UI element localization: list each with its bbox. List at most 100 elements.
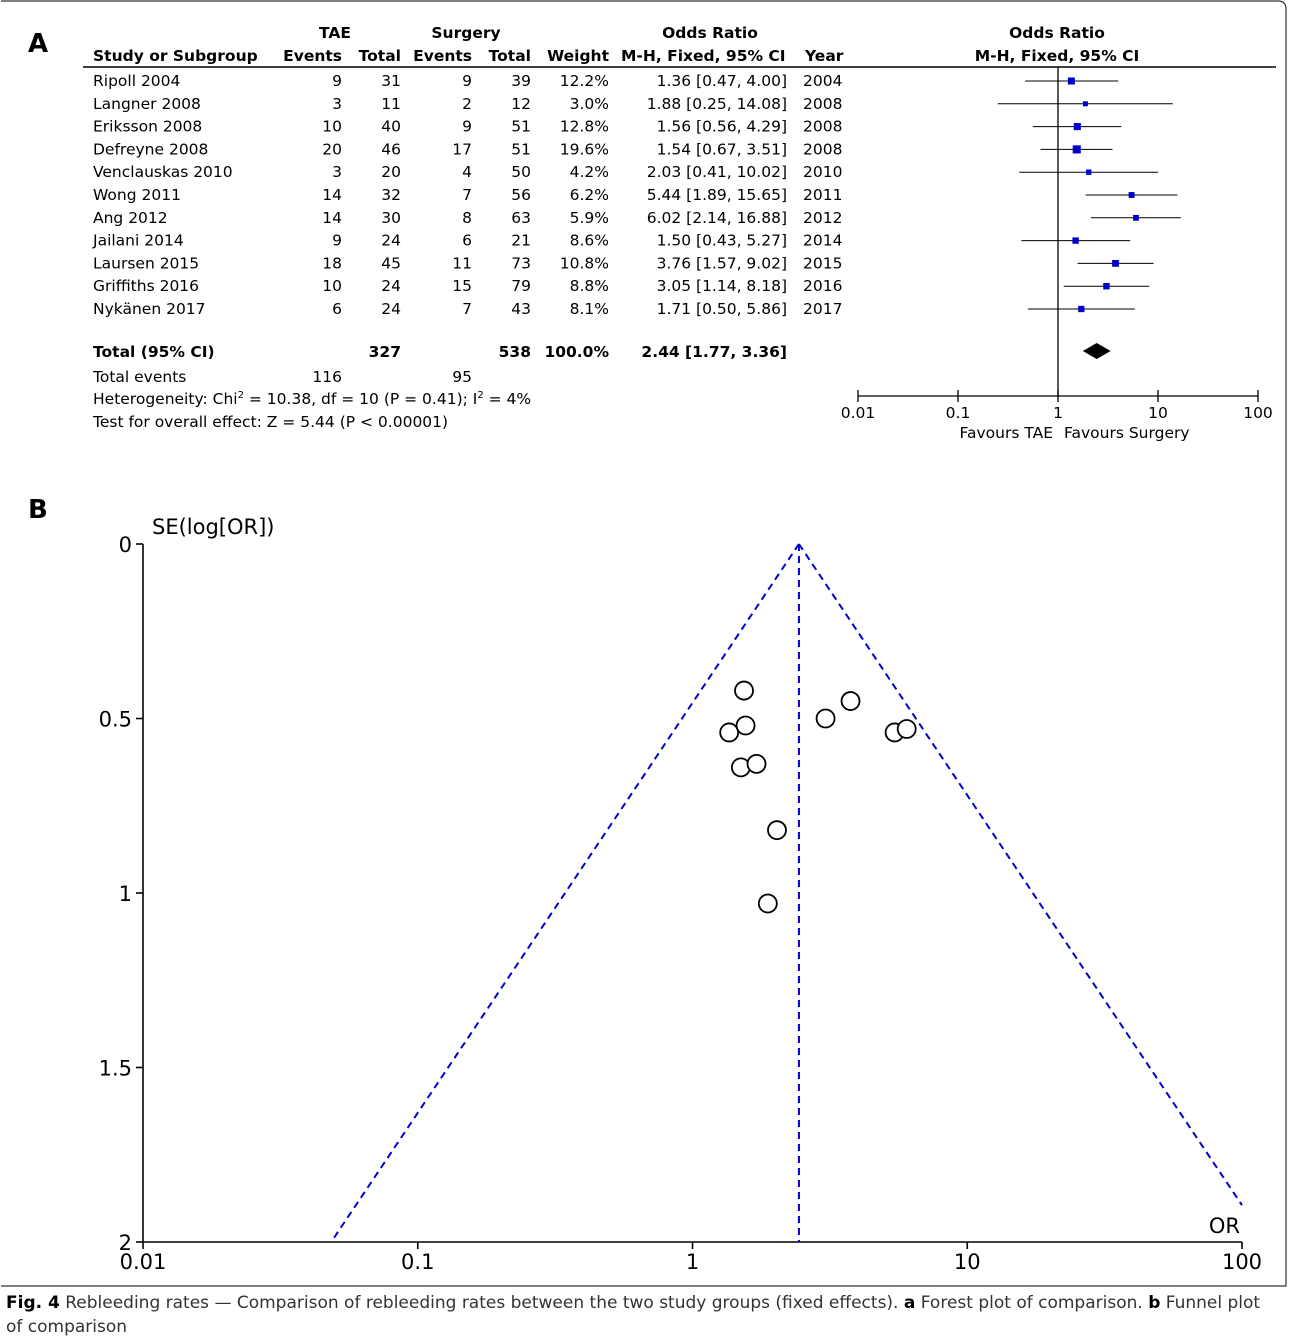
total-sur-total: 538 xyxy=(499,343,531,361)
funnel-point xyxy=(767,820,787,841)
funnel-point xyxy=(735,715,756,736)
sur-total: 43 xyxy=(511,300,531,318)
sur-events: 9 xyxy=(462,72,472,90)
funnel-right-bound xyxy=(798,543,1243,1206)
study-year: 2011 xyxy=(803,186,842,204)
panel-b-label: B xyxy=(28,495,48,525)
sur-events: 2 xyxy=(462,95,472,113)
tae-total: 24 xyxy=(381,300,401,318)
study-name: Ang 2012 xyxy=(93,209,168,227)
sur-events: 7 xyxy=(462,186,472,204)
sur-events: 17 xyxy=(452,140,472,158)
sur-total: 73 xyxy=(511,254,531,272)
table-row: Laursen 2015 18 45 11 73 10.8% 3.76 [1.57, 9.0… xyxy=(93,254,1154,272)
weight: 10.8% xyxy=(560,254,609,272)
effect-marker xyxy=(1103,282,1110,290)
forest-tick-label: 10 xyxy=(1148,404,1168,422)
funnel-y-label: SE(log[OR]) xyxy=(152,515,275,539)
tae-events: 20 xyxy=(322,140,342,158)
sur-events: 6 xyxy=(462,232,472,250)
total-label: Total (95% CI) xyxy=(93,343,215,361)
tae-total: 40 xyxy=(381,118,401,136)
header-tae-total: Total xyxy=(359,47,401,65)
tae-total: 20 xyxy=(381,163,401,181)
forest-tick-label: 100 xyxy=(1243,404,1273,422)
ci-text: 3.05 [1.14, 8.18] xyxy=(657,277,787,295)
sur-total: 63 xyxy=(511,209,531,227)
study-name: Jailani 2014 xyxy=(92,232,184,250)
total-weight: 100.0% xyxy=(544,343,609,361)
sur-events: 8 xyxy=(462,209,472,227)
sur-events: 9 xyxy=(462,118,472,136)
overall-effect-text: Test for overall effect: Z = 5.44 (P < 0… xyxy=(92,413,448,431)
tae-total: 30 xyxy=(381,209,401,227)
sur-events: 11 xyxy=(452,254,472,272)
weight: 3.0% xyxy=(570,95,609,113)
ci-text: 3.76 [1.57, 9.02] xyxy=(657,254,787,272)
sur-total: 12 xyxy=(511,95,531,113)
tae-total: 31 xyxy=(381,72,401,90)
header-method: M-H, Fixed, 95% CI xyxy=(621,47,786,65)
forest-x-ticks: 0.01 0.1 1 10 100 xyxy=(841,390,1273,422)
weight: 6.2% xyxy=(570,186,609,204)
total-events-tae: 116 xyxy=(312,368,342,386)
weight: 19.6% xyxy=(560,140,609,158)
funnel-x-tick-label: 100 xyxy=(1222,1250,1262,1274)
ci-text: 1.50 [0.43, 5.27] xyxy=(657,232,787,250)
tae-events: 14 xyxy=(322,186,342,204)
total-events-sur: 95 xyxy=(452,368,472,386)
effect-marker xyxy=(1082,101,1088,107)
sur-events: 7 xyxy=(462,300,472,318)
tae-total: 45 xyxy=(381,254,401,272)
tae-total: 24 xyxy=(381,232,401,250)
sur-events: 15 xyxy=(452,277,472,295)
effect-marker xyxy=(1086,169,1092,175)
weight: 12.8% xyxy=(560,118,609,136)
study-name: Defreyne 2008 xyxy=(93,140,208,158)
forest-tick-label: 0.01 xyxy=(841,404,876,422)
effect-marker xyxy=(1072,237,1079,244)
effect-marker xyxy=(1112,260,1119,267)
study-name: Wong 2011 xyxy=(93,186,181,204)
ci-text: 1.56 [0.56, 4.29] xyxy=(657,118,787,136)
table-row: Griffiths 2016 10 24 15 79 8.8% 3.05 [1.14, 8.… xyxy=(93,277,1150,295)
funnel-y-tick-label: 0 xyxy=(119,533,132,557)
sur-total: 56 xyxy=(511,186,531,204)
tae-events: 10 xyxy=(322,118,342,136)
header-sur-events: Events xyxy=(413,47,472,65)
total-events-label: Total events xyxy=(92,368,186,386)
weight: 8.6% xyxy=(570,232,609,250)
header-study: Study or Subgroup xyxy=(93,47,258,65)
heterogeneity-text: Heterogeneity: Chi2 = 10.38, df = 10 (P … xyxy=(93,390,531,408)
tae-events: 18 xyxy=(322,254,342,272)
total-ci-text: 2.44 [1.77, 3.36] xyxy=(641,343,787,361)
panel-a-label: A xyxy=(28,29,48,59)
sur-total: 21 xyxy=(511,232,531,250)
study-name: Eriksson 2008 xyxy=(93,118,202,136)
header-year: Year xyxy=(804,47,844,65)
funnel-x-tick-label: 0.1 xyxy=(401,1250,434,1274)
funnel-y-tick-label: 1.5 xyxy=(99,1057,132,1081)
sur-total: 39 xyxy=(511,72,531,90)
funnel-plot: SE(log[OR]) 0 0.5 1 1.5 2 0.01 0.1 1 10 100 OR xyxy=(99,515,1262,1274)
ci-text: 6.02 [2.14, 16.88] xyxy=(647,209,787,227)
table-row: Ang 2012 14 30 8 63 5.9% 6.02 [2.14, 16.88] 201… xyxy=(93,209,1181,227)
tae-events: 3 xyxy=(332,163,342,181)
funnel-point xyxy=(896,719,917,739)
table-row: Nykänen 2017 6 24 7 43 8.1% 1.71 [0.50, 5.86] 2… xyxy=(93,300,1135,318)
funnel-point xyxy=(757,893,778,914)
weight: 8.8% xyxy=(570,277,609,295)
effect-marker xyxy=(1072,145,1081,154)
study-year: 2014 xyxy=(803,232,842,250)
study-year: 2008 xyxy=(803,140,842,158)
header-tae-events: Events xyxy=(283,47,342,65)
header-plot-title: Odds Ratio xyxy=(1009,24,1105,42)
table-row: Venclauskas 2010 3 20 4 50 4.2% 2.03 [0.41, 10… xyxy=(93,163,1159,181)
study-year: 2010 xyxy=(803,163,842,181)
figure-caption: Fig. 4 Rebleeding rates — Comparison of … xyxy=(6,1293,1261,1337)
figure-frame xyxy=(1,0,1287,1287)
ci-text: 1.54 [0.67, 3.51] xyxy=(657,140,787,158)
funnel-points xyxy=(719,680,917,914)
funnel-x-tick-label: 1 xyxy=(686,1250,699,1274)
effect-marker xyxy=(1067,77,1075,85)
